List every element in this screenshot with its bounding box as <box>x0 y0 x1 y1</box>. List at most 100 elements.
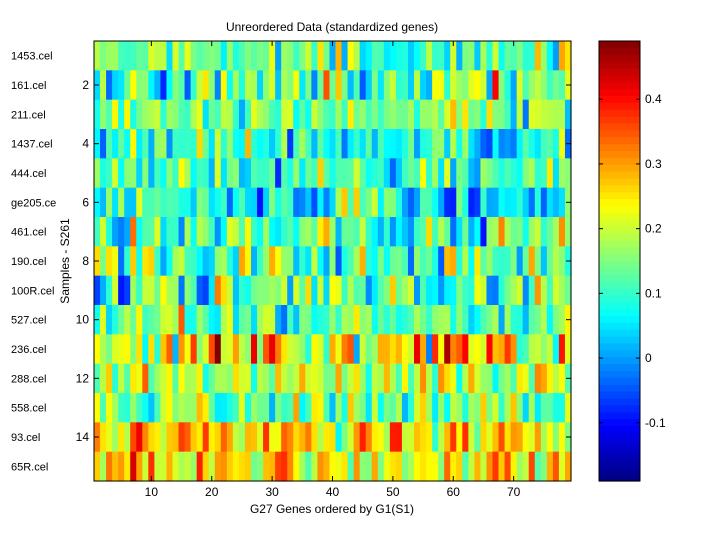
colorbar-swatch <box>599 426 640 434</box>
heatmap-cell <box>498 451 506 482</box>
heatmap-cell <box>383 187 391 218</box>
heatmap-cell <box>112 70 119 101</box>
heatmap-cell <box>456 129 463 159</box>
heatmap-cell <box>414 217 421 247</box>
heatmap-cell <box>196 422 204 453</box>
heatmap-cell <box>341 393 349 423</box>
heatmap-cell <box>365 334 373 365</box>
heatmap-cell <box>293 217 300 247</box>
heatmap-cell <box>142 363 149 394</box>
heatmap-cell <box>202 41 210 71</box>
heatmap-cell <box>474 70 482 101</box>
heatmap-cell <box>365 187 373 218</box>
heatmap-cell <box>480 217 488 247</box>
heatmap-cell <box>438 217 445 247</box>
heatmap-cell <box>269 246 276 277</box>
heatmap-cell <box>474 422 482 453</box>
heatmap-cell <box>166 41 174 71</box>
heatmap-cell <box>359 334 367 365</box>
heatmap-cell <box>438 334 445 365</box>
heatmap-cell <box>148 217 155 247</box>
heatmap-cell <box>401 451 409 482</box>
heatmap-cell <box>118 363 125 394</box>
heatmap-cell <box>299 129 306 159</box>
colorbar-swatch <box>599 419 640 427</box>
colorbar-swatch <box>599 68 640 76</box>
heatmap-cell <box>136 305 143 335</box>
heatmap-cell <box>414 187 421 218</box>
heatmap-cell <box>365 275 373 306</box>
heatmap-cell <box>136 217 143 247</box>
heatmap-cell <box>492 451 500 482</box>
colorbar-tick-label: 0.3 <box>645 157 662 171</box>
heatmap-cell <box>528 70 536 101</box>
heatmap-cell <box>335 129 343 159</box>
colorbar-swatch <box>599 144 640 152</box>
heatmap-cell <box>444 158 451 189</box>
heatmap-cell <box>287 422 294 453</box>
heatmap-cell <box>359 422 367 453</box>
heatmap-cell <box>160 275 168 306</box>
heatmap-cell <box>492 187 500 218</box>
heatmap-cell <box>281 334 288 365</box>
heatmap-cell <box>504 70 512 101</box>
heatmap-cell <box>244 99 252 130</box>
heatmap-cell <box>389 246 397 277</box>
heatmap-cell <box>220 305 228 335</box>
heatmap-cell <box>395 70 403 101</box>
heatmap-cell <box>178 217 186 247</box>
heatmap-cell <box>347 422 355 453</box>
heatmap-cell <box>414 334 421 365</box>
heatmap-cell <box>335 187 343 218</box>
colorbar-swatch <box>599 274 640 283</box>
heatmap-cell <box>178 70 186 101</box>
heatmap-cell <box>474 217 482 247</box>
heatmap-cell <box>148 334 155 365</box>
heatmap-cell <box>323 393 331 423</box>
heatmap-cell <box>124 158 131 189</box>
heatmap-cell <box>540 393 548 423</box>
heatmap-cell <box>287 246 294 277</box>
heatmap-cell <box>510 422 518 453</box>
heatmap-cell <box>347 334 355 365</box>
heatmap-cell <box>220 70 228 101</box>
heatmap-cell <box>250 451 258 482</box>
heatmap-cell <box>510 334 518 365</box>
heatmap-cell <box>94 99 101 130</box>
heatmap-cell <box>486 393 494 423</box>
heatmap-cell <box>232 187 240 218</box>
heatmap-cell <box>432 99 439 130</box>
heatmap-cell <box>305 451 312 482</box>
heatmap-cell <box>214 422 222 453</box>
heatmap-cell <box>395 422 403 453</box>
heatmap-cell <box>492 70 500 101</box>
heatmap-cell <box>305 305 312 335</box>
heatmap-cell <box>281 217 288 247</box>
heatmap-cell <box>329 334 337 365</box>
colorbar <box>599 41 640 482</box>
heatmap-cell <box>106 246 113 277</box>
heatmap-cell <box>371 129 379 159</box>
heatmap-cell <box>377 70 385 101</box>
heatmap-cell <box>287 451 294 482</box>
heatmap-cell <box>377 246 385 277</box>
heatmap-cell <box>208 70 216 101</box>
heatmap-cell <box>371 41 379 71</box>
heatmap-cell <box>142 305 149 335</box>
heatmap-cell <box>558 275 566 306</box>
colorbar-swatch <box>599 322 640 331</box>
heatmap-cell <box>438 422 445 453</box>
heatmap-cell <box>468 451 475 482</box>
heatmap-cell <box>136 158 143 189</box>
heatmap-cell <box>389 451 397 482</box>
heatmap-cell <box>528 129 536 159</box>
heatmap-cell <box>389 158 397 189</box>
heatmap-cell <box>498 70 506 101</box>
heatmap-cell <box>522 217 530 247</box>
heatmap-cell <box>226 422 234 453</box>
heatmap-cell <box>438 275 445 306</box>
heatmap-cell <box>534 129 542 159</box>
heatmap-cell <box>504 217 512 247</box>
heatmap-cell <box>456 422 463 453</box>
heatmap-cell <box>311 70 319 101</box>
